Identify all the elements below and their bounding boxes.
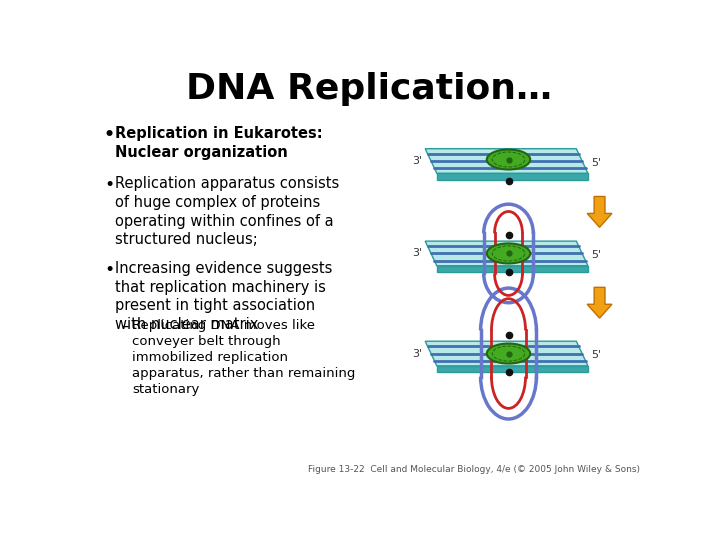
Text: Replication apparatus consists
of huge complex of proteins
operating within conf: Replication apparatus consists of huge c… [114,177,339,247]
Text: Increasing evidence suggests
that replication machinery is
present in tight asso: Increasing evidence suggests that replic… [114,261,332,332]
Text: 3': 3' [412,156,422,166]
Text: •: • [104,126,115,144]
Text: 5': 5' [591,250,601,260]
Text: Replication in Eukarotes:
Nuclear organization: Replication in Eukarotes: Nuclear organi… [114,126,323,160]
Polygon shape [588,287,612,318]
Text: •: • [104,261,114,279]
Text: Figure 13-22  Cell and Molecular Biology, 4/e (© 2005 John Wiley & Sons): Figure 13-22 Cell and Molecular Biology,… [308,465,640,475]
Polygon shape [426,341,588,366]
Polygon shape [588,197,612,227]
Polygon shape [426,148,588,173]
Ellipse shape [487,343,530,363]
Polygon shape [437,173,588,179]
Polygon shape [437,366,588,372]
Text: 3': 3' [412,348,422,359]
Text: Replicating DNA moves like
conveyer belt through
immobilized replication
apparat: Replicating DNA moves like conveyer belt… [132,319,355,396]
Polygon shape [426,241,588,266]
Text: DNA Replication…: DNA Replication… [186,72,552,106]
Ellipse shape [487,244,530,264]
Text: 5': 5' [591,350,601,360]
Polygon shape [437,266,588,272]
Text: 5': 5' [591,158,601,167]
Ellipse shape [487,150,530,170]
Text: •: • [104,177,114,194]
Text: –: – [121,319,128,334]
Text: 3': 3' [412,248,422,259]
